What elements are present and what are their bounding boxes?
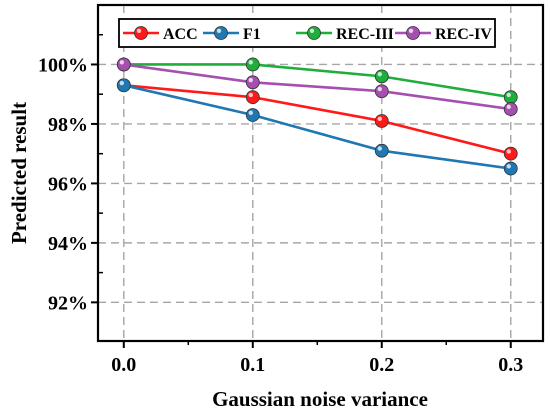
series-line-rec-iii: [123, 63, 511, 99]
data-point-acc: [503, 146, 518, 161]
data-point-rec-iii: [374, 69, 389, 84]
series-line-rec-iv: [123, 63, 511, 111]
legend-marker-highlight: [216, 28, 222, 33]
y-tick-label: 96%: [48, 173, 88, 195]
legend-marker-highlight: [408, 28, 414, 33]
legend-label-rec-iii: REC-III: [336, 26, 394, 43]
x-tick-label: 0.1: [240, 354, 265, 376]
data-point-acc: [245, 90, 260, 105]
y-tick-label: 98%: [48, 114, 88, 136]
legend-label-acc: ACC: [163, 26, 198, 43]
series-line-acc: [123, 83, 512, 155]
data-point-highlight: [506, 104, 511, 110]
data-point-highlight: [506, 149, 511, 154]
x-axis-title: Gaussian noise variance: [212, 387, 428, 411]
x-tick-label: 0.2: [369, 354, 394, 376]
data-point-highlight: [248, 60, 253, 65]
data-point-f1: [374, 143, 389, 158]
axis-ticks: 92% 94% 96% 98% 100% 0.0 0.1 0.2 0.3: [38, 33, 523, 376]
legend-marker-rec-iii: [307, 26, 321, 40]
data-point-acc: [374, 114, 389, 128]
grid: [98, 5, 543, 341]
data-point-highlight: [248, 110, 253, 116]
data-point-f1: [503, 161, 518, 176]
data-point-f1: [245, 108, 260, 122]
data-point-highlight: [506, 92, 511, 98]
data-point-highlight: [506, 164, 511, 169]
data-point-rec-iv: [503, 102, 518, 116]
data-point-highlight: [119, 80, 124, 86]
data-point-rec-iii: [245, 57, 260, 72]
legend-marker-highlight: [136, 28, 142, 33]
legend: ACC F1 REC-III REC-IV: [118, 18, 496, 48]
data-point-highlight: [377, 86, 382, 92]
data-point-f1: [116, 78, 131, 93]
legend-marker-acc: [134, 26, 148, 40]
y-tick-label: 94%: [48, 233, 88, 255]
legend-marker-rec-iv: [406, 26, 420, 40]
data-point-rec-iv: [116, 57, 131, 72]
y-tick-label: 92%: [48, 292, 88, 314]
data-point-highlight: [248, 77, 253, 83]
legend-label-rec-iv: REC-IV: [435, 26, 492, 43]
data-point-rec-iv: [374, 84, 389, 99]
series-layer: [116, 57, 518, 176]
data-point-highlight: [377, 116, 382, 121]
legend-marker-highlight: [309, 28, 315, 33]
data-point-highlight: [248, 92, 253, 98]
y-tick-label: 100%: [38, 54, 88, 76]
series-line-f1: [123, 84, 511, 170]
y-axis-title: Predicted result: [7, 102, 31, 244]
plot-frame: [96, 3, 545, 343]
x-tick-label: 0.3: [498, 354, 523, 376]
legend-label-f1: F1: [243, 26, 261, 43]
legend-marker-f1: [214, 26, 228, 40]
data-point-highlight: [377, 146, 382, 151]
data-point-rec-iii: [503, 90, 518, 105]
data-point-highlight: [377, 71, 382, 77]
data-point-highlight: [119, 60, 124, 65]
x-tick-label: 0.0: [111, 354, 136, 376]
data-point-rec-iv: [245, 75, 260, 90]
